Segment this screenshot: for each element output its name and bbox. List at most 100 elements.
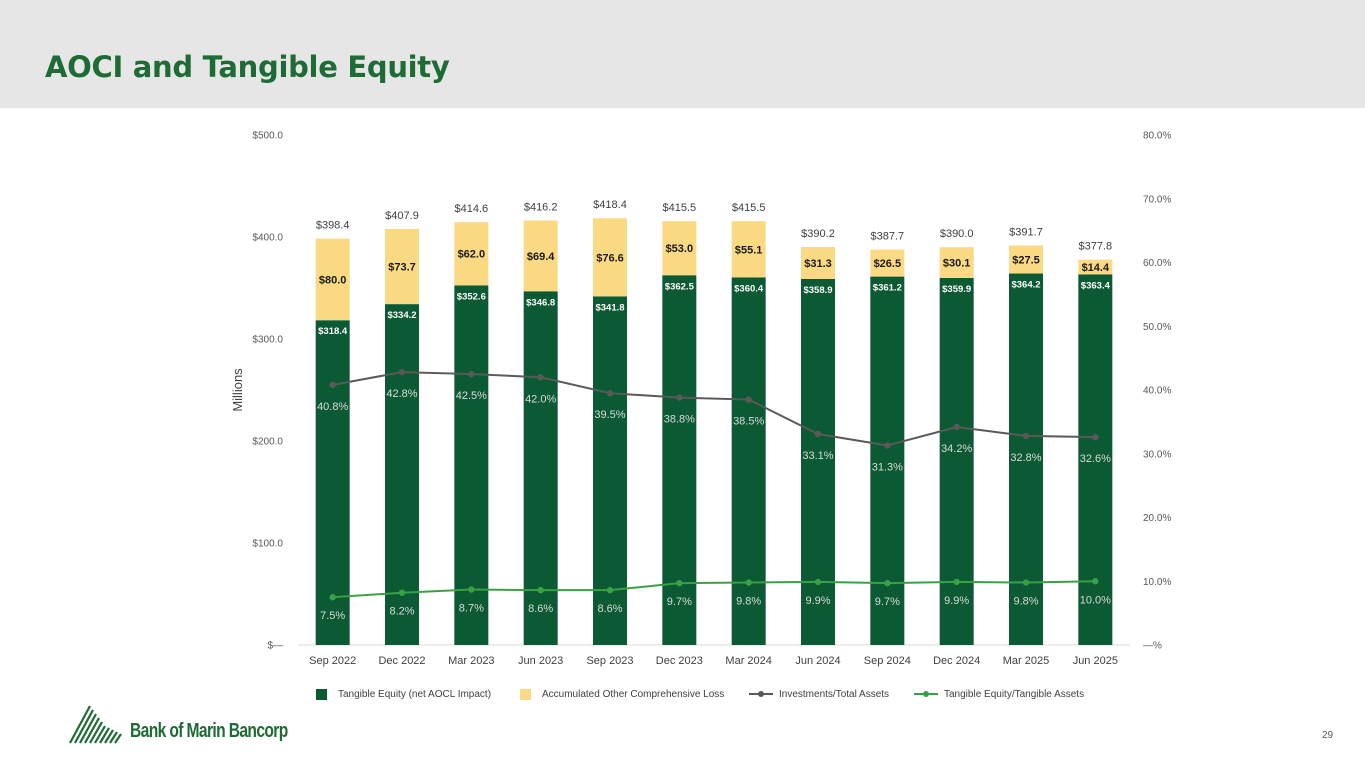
bar-total-label: $390.2 [801, 228, 835, 240]
bank-of-marin-triangle-logo-icon [69, 705, 122, 744]
bar-aocl [593, 218, 627, 297]
legend-item-te-ratio: Tangible Equity/Tangible Assets [914, 685, 1084, 703]
bar-label-tangible-equity: $346.8 [526, 297, 555, 308]
x-tick-label: Mar 2024 [725, 655, 771, 667]
bar-total-label: $415.5 [663, 202, 697, 214]
bar-label-aocl: $53.0 [666, 243, 694, 255]
y-tick-label: $— [267, 641, 283, 652]
investments-ratio-data-label: 42.5% [456, 390, 487, 402]
bar-label-aocl: $76.6 [596, 252, 624, 264]
bar-total-label: $390.0 [940, 228, 974, 240]
bar-total-label: $416.2 [524, 201, 558, 213]
investments-ratio-data-label: 33.1% [802, 450, 833, 462]
y2-tick-label: 60.0% [1143, 258, 1171, 269]
bar-tangible-equity [385, 304, 419, 645]
investments-ratio-data-label: 38.8% [664, 414, 695, 426]
bar-label-aocl: $14.4 [1082, 262, 1110, 274]
bar-aocl [385, 228, 419, 305]
bar-tangible-equity [939, 277, 974, 645]
te-ratio-point [537, 586, 544, 594]
bar-label-aocl: $80.0 [319, 274, 347, 286]
investments-ratio-line [332, 371, 1096, 447]
te-ratio-data-label: 9.9% [805, 595, 830, 607]
te-ratio-data-label: 9.7% [875, 596, 900, 608]
investments-ratio-point [398, 368, 406, 376]
investments-ratio-data-label: 32.6% [1080, 453, 1111, 465]
bar-label-aocl: $26.5 [874, 258, 902, 270]
x-tick-label: Mar 2023 [448, 655, 494, 667]
legend-label-tangible-equity: Tangible Equity (net AOCL Impact) [338, 688, 492, 700]
bar-label-tangible-equity: $360.4 [734, 283, 764, 294]
investments-ratio-data-label: 40.8% [317, 401, 348, 413]
investments-ratio-data-label: 42.0% [525, 393, 556, 405]
bar-aocl [1078, 259, 1113, 275]
y2-tick-label: —% [1143, 641, 1162, 652]
legend-label-te-ratio: Tangible Equity/Tangible Assets [944, 688, 1085, 700]
te-ratio-data-label: 9.8% [1013, 596, 1038, 608]
te-ratio-data-label: 8.7% [459, 603, 484, 615]
bar-aocl [454, 222, 489, 286]
legend-label-aocl: Accumulated Other Comprehensive Loss [542, 688, 725, 700]
investments-ratio-data-label: 42.8% [386, 388, 417, 400]
te-ratio-data-label: 10.0% [1080, 594, 1111, 606]
te-ratio-point [468, 586, 475, 593]
bar-tangible-equity [662, 275, 697, 645]
investments-ratio-data-label: 39.5% [594, 409, 625, 421]
te-ratio-data-label: 8.2% [389, 606, 414, 618]
bar-label-aocl: $73.7 [388, 262, 416, 274]
investments-ratio-point [329, 381, 336, 389]
x-tick-label: Jun 2025 [1073, 655, 1118, 667]
bar-tangible-equity [593, 296, 627, 645]
bar-label-tangible-equity: $364.2 [1011, 280, 1040, 291]
bar-total-label: $377.8 [1079, 241, 1113, 253]
legend-item-tangible-equity: Tangible Equity (net AOCL Impact) [316, 685, 491, 703]
bar-label-aocl: $30.1 [943, 258, 971, 270]
te-ratio-point [606, 586, 614, 594]
te-ratio-point [884, 579, 891, 587]
te-ratio-data-label: 9.9% [944, 595, 969, 607]
bar-label-tangible-equity: $318.4 [318, 326, 348, 337]
bar-label-tangible-equity: $362.5 [665, 281, 695, 292]
investments-ratio-data-label: 32.8% [1010, 452, 1041, 464]
x-tick-label: Dec 2022 [378, 655, 425, 667]
bar-aocl [801, 246, 835, 279]
bar-aocl [523, 220, 558, 292]
bar-tangible-equity [315, 320, 350, 645]
bar-aocl [662, 221, 697, 276]
y-tick-label: $100.0 [252, 539, 283, 550]
investments-ratio-point [1092, 433, 1099, 441]
te-ratio-point [398, 589, 406, 596]
bar-aocl [731, 221, 766, 278]
bar-label-aocl: $27.5 [1012, 254, 1040, 266]
bar-label-tangible-equity: $334.2 [387, 310, 416, 321]
bar-label-aocl: $31.3 [804, 258, 832, 270]
y2-tick-label: 70.0% [1143, 194, 1171, 205]
y2-tick-label: 10.0% [1143, 577, 1171, 588]
investments-ratio-point [745, 396, 752, 403]
legend-item-aocl: Accumulated Other Comprehensive Loss [520, 685, 724, 703]
te-ratio-data-label: 9.7% [667, 596, 692, 608]
x-tick-label: Dec 2024 [933, 655, 980, 667]
y2-tick-label: 80.0% [1143, 131, 1171, 142]
te-ratio-data-label: 7.5% [320, 610, 345, 622]
x-tick-label: Sep 2023 [586, 655, 633, 667]
bar-label-aocl: $55.1 [735, 244, 763, 256]
te-ratio-data-label: 8.6% [597, 603, 622, 615]
te-ratio-point [814, 578, 822, 586]
header-band [0, 0, 1365, 108]
bar-label-aocl: $62.0 [458, 249, 486, 261]
bar-total-label: $398.4 [316, 220, 350, 232]
bar-tangible-equity [523, 291, 558, 645]
y2-tick-label: 20.0% [1143, 513, 1171, 524]
bar-total-label: $387.7 [871, 231, 905, 243]
bar-tangible-equity [454, 285, 489, 645]
y-tick-label: $200.0 [252, 437, 283, 448]
te-ratio-point [329, 593, 336, 601]
legend-swatch-aocl [520, 688, 531, 700]
bar-total-label: $415.5 [732, 202, 766, 214]
investments-ratio-point [676, 394, 683, 401]
x-tick-label: Jun 2024 [795, 655, 840, 667]
investments-ratio-data-label: 38.5% [733, 416, 764, 428]
y-tick-label: $400.0 [252, 233, 283, 244]
x-tick-label: Sep 2024 [864, 655, 911, 667]
